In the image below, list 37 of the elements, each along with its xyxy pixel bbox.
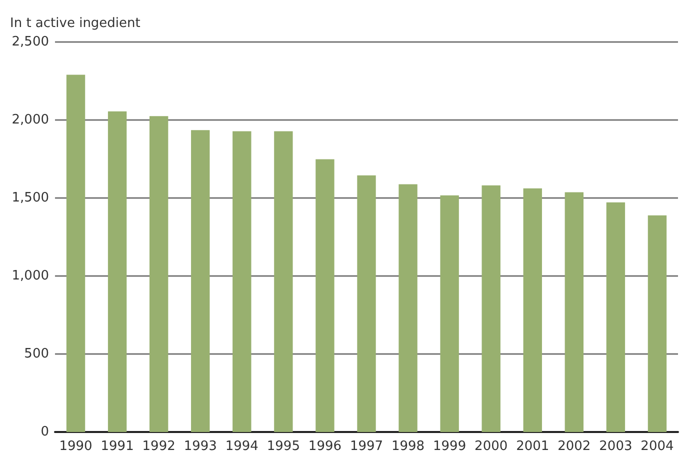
x-tick-label: 2000 bbox=[474, 439, 508, 454]
x-tick-label: 1990 bbox=[59, 439, 92, 454]
bar bbox=[482, 185, 500, 432]
y-tick-label: 2,500 bbox=[12, 34, 49, 50]
bar bbox=[564, 192, 584, 432]
x-tick-label: 2004 bbox=[640, 439, 674, 454]
bar bbox=[606, 202, 626, 432]
x-tick-label: 1996 bbox=[308, 439, 342, 454]
y-tick-label: 1,500 bbox=[12, 190, 49, 206]
y-axis-title: In t active ingedient bbox=[10, 16, 140, 31]
y-tick-label: 500 bbox=[24, 346, 49, 362]
x-tick-label: 1994 bbox=[225, 439, 258, 454]
y-tick-label: 2,000 bbox=[12, 112, 49, 128]
y-tick-label: 1,000 bbox=[12, 268, 49, 284]
bar bbox=[316, 159, 334, 432]
bar bbox=[274, 131, 293, 432]
bar bbox=[66, 74, 86, 432]
x-tick-label: 1999 bbox=[433, 439, 466, 454]
bar bbox=[648, 215, 667, 432]
x-tick-label: 1992 bbox=[142, 439, 176, 454]
x-tick-label: 2003 bbox=[599, 439, 632, 454]
bar bbox=[191, 130, 210, 432]
x-tick-label: 1995 bbox=[266, 439, 300, 454]
bar bbox=[149, 116, 168, 432]
x-tick-label: 2002 bbox=[558, 439, 591, 454]
bar bbox=[398, 184, 418, 432]
x-tick-label: 1993 bbox=[184, 439, 217, 454]
bar bbox=[232, 131, 252, 432]
x-tick-label: 1991 bbox=[100, 439, 134, 454]
y-tick-label: 0 bbox=[40, 424, 49, 440]
x-tick-label: 1998 bbox=[391, 439, 425, 454]
x-tick-label: 2001 bbox=[516, 439, 550, 454]
bar bbox=[108, 111, 127, 432]
x-tick-label: 1997 bbox=[350, 439, 384, 454]
bar bbox=[523, 188, 542, 432]
bar bbox=[357, 175, 376, 432]
bar bbox=[440, 195, 459, 432]
